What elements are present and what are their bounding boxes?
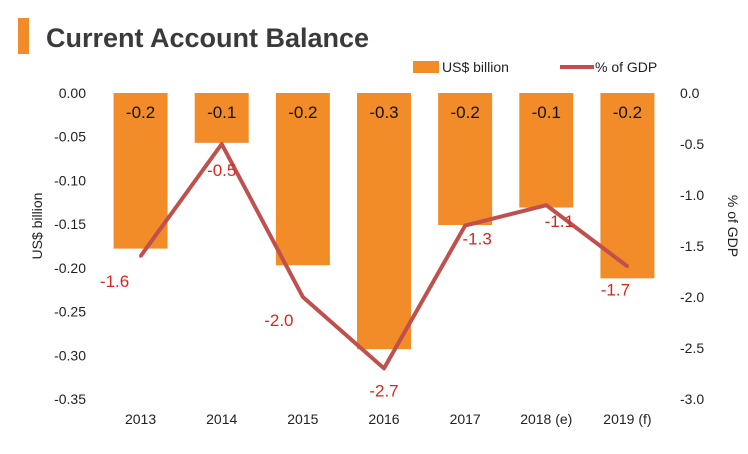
line-point-2019 (f) bbox=[625, 264, 629, 268]
x-tick: 2013 bbox=[125, 411, 156, 427]
bar-2013 bbox=[113, 93, 168, 249]
y-right-tick: -2.0 bbox=[680, 289, 704, 305]
line-label: -1.1 bbox=[545, 212, 574, 231]
y-left-tick: -0.05 bbox=[54, 129, 86, 145]
line-point-2018 (e) bbox=[544, 203, 548, 207]
bar-2016 bbox=[357, 93, 411, 350]
line-label: -2.0 bbox=[264, 311, 293, 330]
line-point-2015 bbox=[301, 295, 305, 299]
y-right-tick: -1.0 bbox=[680, 187, 704, 203]
y-left-tick: -0.25 bbox=[54, 304, 86, 320]
bar-2019 (f) bbox=[600, 93, 655, 279]
y-axis-left-label: US$ billion bbox=[29, 193, 45, 260]
legend-label-bar: US$ billion bbox=[442, 59, 509, 75]
x-tick: 2018 (e) bbox=[520, 411, 572, 427]
x-tick: 2016 bbox=[368, 411, 399, 427]
line-point-2016 bbox=[382, 366, 386, 370]
bar-label: -0.2 bbox=[613, 103, 642, 122]
y-axis-right-label: % of GDP bbox=[725, 195, 741, 257]
bar-data-labels: -0.2 -0.1 -0.2 -0.3 -0.2 -0.1 -0.2 bbox=[126, 103, 642, 122]
bar-2017 bbox=[438, 93, 493, 226]
line-data-labels: -1.6 -0.5 -2.0 -2.7 -1.3 -1.1 -1.7 bbox=[100, 161, 630, 400]
y-left-tick: -0.35 bbox=[54, 391, 86, 407]
y-left-tick: -0.30 bbox=[54, 347, 86, 363]
line-label: -2.7 bbox=[369, 381, 398, 400]
legend-swatch-bar bbox=[413, 61, 439, 73]
x-tick: 2019 (f) bbox=[603, 411, 651, 427]
bar-2014 bbox=[194, 93, 249, 143]
line-point-2013 bbox=[139, 254, 143, 258]
y-right-tick: -1.5 bbox=[680, 238, 704, 254]
y-right-tick: 0.0 bbox=[680, 85, 700, 101]
x-axis-ticks: 2013 2014 2015 2016 2017 2018 (e) 2019 (f) bbox=[125, 411, 652, 427]
y-right-tick: -3.0 bbox=[680, 391, 704, 407]
chart-title: Current Account Balance bbox=[46, 23, 370, 53]
bar-label: -0.1 bbox=[532, 103, 561, 122]
bar-label: -0.2 bbox=[126, 103, 155, 122]
legend-label-line: % of GDP bbox=[595, 59, 657, 75]
bar-2015 bbox=[275, 93, 330, 266]
x-tick: 2015 bbox=[287, 411, 318, 427]
line-label: -1.6 bbox=[100, 272, 129, 291]
bar-label: -0.1 bbox=[207, 103, 236, 122]
y-axis-left-ticks: 0.00 -0.05 -0.10 -0.15 -0.20 -0.25 -0.30 -0.35 bbox=[54, 85, 86, 407]
x-tick: 2017 bbox=[450, 411, 481, 427]
legend: US$ billion % of GDP bbox=[413, 59, 657, 75]
x-tick: 2014 bbox=[206, 411, 237, 427]
y-axis-right-ticks: 0.0 -0.5 -1.0 -1.5 -2.0 -2.5 -3.0 bbox=[680, 85, 704, 407]
line-series bbox=[138, 142, 629, 371]
y-left-tick: -0.20 bbox=[54, 260, 86, 276]
line-label: -0.5 bbox=[207, 161, 236, 180]
y-right-tick: -0.5 bbox=[680, 136, 704, 152]
y-left-tick: 0.00 bbox=[59, 85, 86, 101]
bar-label: -0.3 bbox=[369, 103, 398, 122]
bar-2018 (e) bbox=[519, 93, 574, 208]
bar-label: -0.2 bbox=[450, 103, 479, 122]
line-point-2017 bbox=[463, 224, 467, 228]
line-label: -1.3 bbox=[462, 230, 491, 249]
y-left-tick: -0.10 bbox=[54, 172, 86, 188]
bar-label: -0.2 bbox=[288, 103, 317, 122]
title-accent-bar bbox=[18, 18, 29, 54]
bar-series bbox=[113, 93, 655, 350]
line-label: -1.7 bbox=[601, 280, 630, 299]
y-right-tick: -2.5 bbox=[680, 340, 704, 356]
y-left-tick: -0.15 bbox=[54, 216, 86, 232]
line-point-2014 bbox=[220, 142, 224, 146]
